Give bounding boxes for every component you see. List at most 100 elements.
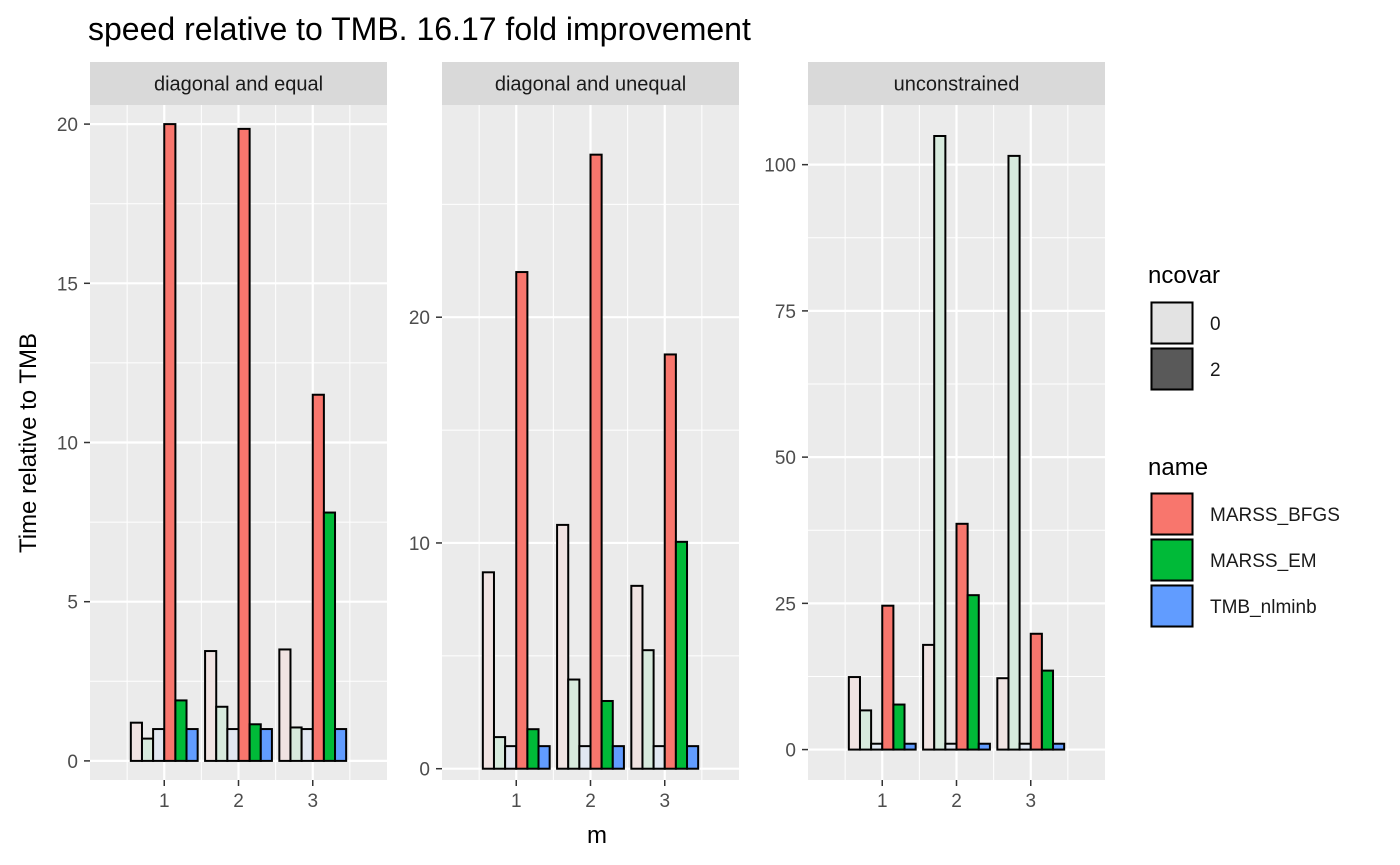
legend-key-marss-em [1150,538,1194,582]
x-tick-label: 2 [951,791,962,812]
y-tick-label: 15 [57,274,78,295]
bar-tint [506,747,516,768]
x-tick-label: 3 [659,791,670,812]
y-tick-label: 20 [409,308,430,329]
legend: ncovar name 0 2 MARSS_BFGS MARSS_EM TMB_nlmi… [1148,262,1340,628]
bar-m2-marss-em-ncovar0 [933,135,947,751]
legend-label-ncovar-0: 0 [1210,314,1221,335]
bar-tint [849,678,859,749]
legend-label-marss-em: MARSS_EM [1210,551,1317,572]
facet-strip [808,62,1105,105]
bar-m2-marss-em-ncovar0 [567,678,581,770]
bar-m2-marss-bfgs-ncovar0 [556,523,570,770]
x-tick-label: 1 [159,791,170,812]
y-tick-label: 10 [409,534,430,555]
facet-panel-unconstrained: unconstrained 0 25 50 75 100 1 2 3 [764,62,1105,812]
bar-m2-marss-bfgs-ncovar2 [589,153,603,770]
y-tick-label: 20 [57,115,78,136]
legend-key-tmb-nlminb [1150,584,1194,628]
bar-tint [860,711,871,749]
bar-m2-marss-bfgs-ncovar2 [237,127,251,762]
bar-m3-marss-bfgs-ncovar2 [663,353,677,770]
legend-key-ncovar-0 [1150,301,1194,345]
bar-tint [483,573,493,768]
legend-key-ncovar-2 [1150,347,1194,391]
bar-m2-tmb-nlminb-ncovar2 [977,742,991,751]
facet-strip-label: diagonal and unequal [495,74,686,96]
bar-tint [291,728,301,760]
bar-m3-marss-em-ncovar2 [1040,669,1055,751]
y-tick-label: 0 [67,752,78,773]
bar-tint [935,137,945,749]
facet-strip-label: unconstrained [894,74,1020,96]
bar-m3-marss-em-ncovar2 [322,511,337,762]
y-tick-label: 75 [775,302,796,323]
x-tick-label: 1 [511,791,522,812]
bar-tint [142,739,153,760]
x-tick-label: 3 [1025,791,1036,812]
bar-m1-tmb-nlminb-ncovar2 [185,728,199,762]
bar-tint [302,730,312,760]
y-tick-label: 25 [775,594,796,615]
bar-m2-marss-em-ncovar2 [248,723,262,762]
bar-tint [998,679,1008,749]
bar-tint [228,730,238,760]
facet-panel-diagonal-and-equal: diagonal and equal 0 5 10 15 20 1 2 3 [57,62,387,812]
bar-tint [217,707,227,760]
legend-title-name: name [1148,454,1208,481]
legend-title-ncovar: ncovar [1148,262,1220,289]
bar-m1-tmb-nlminb-ncovar2 [537,745,551,770]
bar-tint [280,650,290,760]
bar-tint [558,525,568,768]
bar-m1-marss-bfgs-ncovar2 [881,604,895,751]
y-tick-label: 100 [764,156,796,177]
legend-label-tmb-nlminb: TMB_nlminb [1210,597,1317,618]
bar-tint [494,738,505,768]
bar-m1-tmb-nlminb-ncovar2 [903,742,917,751]
x-tick-label: 3 [307,791,318,812]
y-tick-label: 5 [67,593,78,614]
x-tick-label: 2 [585,791,596,812]
facet-strip [442,62,739,105]
bar-m1-marss-em-ncovar2 [174,699,188,762]
x-tick-label: 2 [233,791,244,812]
bar-m1-marss-em-ncovar2 [526,728,540,770]
x-tick-label: 1 [877,791,888,812]
bar-m1-marss-bfgs-ncovar2 [163,123,177,762]
bar-tint [1020,744,1030,749]
legend-label-ncovar-2: 2 [1210,360,1221,381]
bar-m3-tmb-nlminb-ncovar2 [1052,742,1066,751]
bar-m3-marss-bfgs-ncovar0 [278,648,292,762]
bar-m3-marss-bfgs-ncovar2 [1029,632,1043,751]
facet-panel-diagonal-and-unequal: diagonal and unequal 0 10 20 1 2 3 [409,62,739,812]
y-tick-label: 0 [419,760,430,781]
bar-m3-marss-em-ncovar0 [1007,154,1021,751]
bar-m2-marss-em-ncovar2 [966,594,980,751]
facet-strip-label: diagonal and equal [154,74,323,96]
bar-m1-marss-em-ncovar2 [892,703,906,751]
bar-tint [154,730,164,760]
bar-tint [643,651,653,768]
bar-tint [946,744,956,749]
bar-tint [569,680,579,768]
y-tick-label: 0 [785,741,796,762]
bar-m2-marss-em-ncovar2 [600,699,614,770]
bar-m2-tmb-nlminb-ncovar2 [611,745,625,770]
bar-tint [924,645,934,749]
y-axis-title: Time relative to TMB [15,333,42,553]
bar-m3-marss-bfgs-ncovar2 [311,393,325,762]
y-tick-label: 10 [57,434,78,455]
bar-tint [1009,156,1019,749]
bar-m1-marss-bfgs-ncovar0 [481,571,495,770]
bar-m3-marss-em-ncovar2 [674,540,689,770]
bar-m3-tmb-nlminb-ncovar2 [334,728,348,762]
bar-m1-marss-bfgs-ncovar2 [515,271,529,770]
bar-tint [872,744,882,749]
bar-m2-tmb-nlminb-ncovar2 [259,728,273,762]
legend-label-marss-bfgs: MARSS_BFGS [1210,505,1340,526]
bar-m3-marss-em-ncovar0 [641,649,655,770]
x-axis-title: m [587,822,607,849]
facet-strip [90,62,387,105]
